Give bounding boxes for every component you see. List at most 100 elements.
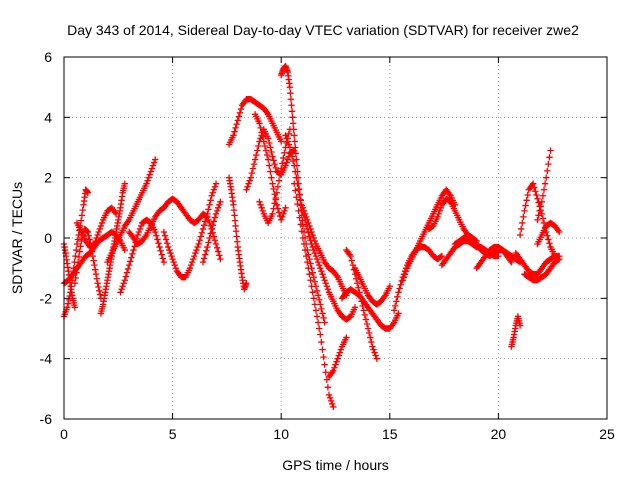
data-point <box>97 222 105 230</box>
data-point <box>360 307 367 314</box>
data-point <box>534 216 541 224</box>
data-point <box>123 269 131 276</box>
data-point <box>249 165 257 172</box>
data-point <box>243 280 250 287</box>
data-point <box>94 231 101 239</box>
data-point <box>208 192 215 199</box>
data-point <box>154 236 161 243</box>
data-point <box>365 329 373 337</box>
data-point <box>317 301 324 308</box>
series-track-19 <box>282 132 359 323</box>
data-point <box>266 162 273 169</box>
data-point <box>280 210 287 218</box>
data-point <box>286 144 294 151</box>
data-point <box>293 194 300 201</box>
data-point <box>343 334 350 341</box>
data-point <box>128 254 135 261</box>
data-point <box>248 169 256 177</box>
x-tick-label: 25 <box>599 426 615 442</box>
data-point <box>358 298 365 305</box>
data-point <box>200 255 208 262</box>
data-point <box>150 159 158 166</box>
data-point <box>129 250 136 258</box>
data-point <box>395 310 402 317</box>
data-point <box>258 204 265 212</box>
data-point <box>216 201 223 209</box>
data-point <box>316 325 323 332</box>
data-point <box>121 246 129 254</box>
data-point <box>71 304 79 311</box>
data-point <box>149 162 157 169</box>
data-point <box>317 264 324 272</box>
data-point <box>169 255 176 263</box>
data-point <box>395 289 402 296</box>
data-point <box>282 204 289 212</box>
y-tick-label: 4 <box>44 109 52 125</box>
data-point <box>396 285 403 292</box>
data-point <box>212 240 220 248</box>
data-point <box>300 207 308 215</box>
data-point <box>516 322 524 329</box>
data-point <box>163 240 171 247</box>
series-track-21 <box>299 204 350 299</box>
data-point <box>325 391 333 399</box>
data-point <box>306 271 313 278</box>
data-point <box>524 191 531 199</box>
data-point <box>276 171 284 178</box>
data-point <box>199 258 207 266</box>
y-axis-label: SDTVAR / TECUs <box>9 182 25 294</box>
data-point <box>305 229 312 236</box>
data-point <box>256 198 263 205</box>
data-point <box>152 228 159 236</box>
series-track-37 <box>521 255 563 284</box>
data-point <box>89 252 96 260</box>
data-point <box>193 246 200 254</box>
data-point <box>322 369 329 376</box>
data-point <box>212 210 220 218</box>
data-point <box>254 147 261 154</box>
data-point <box>268 148 275 156</box>
data-point <box>230 132 237 139</box>
data-point <box>310 246 317 254</box>
data-point <box>285 141 293 148</box>
data-point <box>95 283 102 291</box>
data-point <box>187 261 195 269</box>
data-point <box>272 164 279 172</box>
data-point <box>330 403 337 411</box>
data-point <box>347 252 354 260</box>
data-point <box>91 261 98 269</box>
data-point <box>293 156 300 163</box>
data-point <box>135 228 143 236</box>
data-point <box>206 201 213 209</box>
data-point <box>203 212 210 220</box>
data-point <box>201 218 209 225</box>
data-point <box>334 355 341 362</box>
data-point <box>297 197 304 204</box>
data-point <box>292 150 300 157</box>
data-point <box>217 198 224 205</box>
data-point <box>310 295 317 302</box>
series-track-25 <box>351 264 393 308</box>
data-point <box>287 96 295 103</box>
data-point <box>333 358 340 365</box>
data-point <box>264 135 272 142</box>
series-track-22 <box>325 334 350 380</box>
series-track-10 <box>160 180 220 281</box>
y-tick-label: 0 <box>44 230 52 246</box>
data-point <box>260 138 268 145</box>
data-point <box>556 228 563 236</box>
data-point <box>237 105 245 113</box>
data-point <box>320 274 327 281</box>
data-point <box>337 346 345 353</box>
data-point <box>117 289 124 296</box>
data-point <box>308 228 315 236</box>
data-point <box>124 265 132 273</box>
data-point <box>368 338 375 346</box>
data-point <box>291 162 298 169</box>
data-point <box>320 353 327 361</box>
data-point <box>96 287 103 294</box>
data-point <box>64 304 71 311</box>
data-point <box>370 346 377 353</box>
data-point <box>161 232 169 239</box>
